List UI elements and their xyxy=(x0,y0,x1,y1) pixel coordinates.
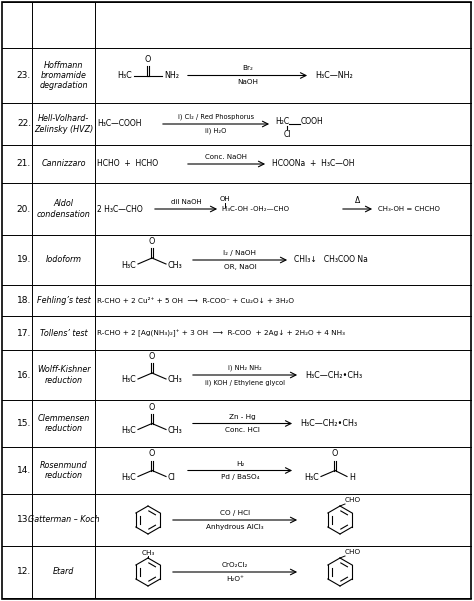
Text: NH₂: NH₂ xyxy=(164,71,179,80)
Text: COOH: COOH xyxy=(301,117,324,126)
Text: R-CHO + 2 Cu²⁺ + 5 OH  ⟶  R-COO⁻ + Cu₂O↓ + 3H₂O: R-CHO + 2 Cu²⁺ + 5 OH ⟶ R-COO⁻ + Cu₂O↓ +… xyxy=(97,297,294,304)
Text: Pd / BaSO₄: Pd / BaSO₄ xyxy=(221,475,259,481)
Text: CH₃: CH₃ xyxy=(168,260,183,269)
Text: CH₃: CH₃ xyxy=(168,426,183,435)
Text: H₃C: H₃C xyxy=(304,473,319,482)
Text: H₃C—CH₂•CH₃: H₃C—CH₂•CH₃ xyxy=(300,419,357,428)
Text: NaOH: NaOH xyxy=(237,79,258,85)
Text: Gatterman – Koch: Gatterman – Koch xyxy=(27,516,100,525)
Text: 15.: 15. xyxy=(17,419,31,428)
Text: i) NH₂ NH₂: i) NH₂ NH₂ xyxy=(228,364,262,371)
Text: i) Cl₂ / Red Phosphorus: i) Cl₂ / Red Phosphorus xyxy=(178,114,254,120)
Text: H₃C: H₃C xyxy=(121,260,136,269)
Text: Clemmensen
reduction: Clemmensen reduction xyxy=(37,414,90,433)
Text: O: O xyxy=(149,403,155,412)
Text: I₂ / NaOH: I₂ / NaOH xyxy=(224,250,256,256)
Text: Zn - Hg: Zn - Hg xyxy=(229,413,256,419)
Text: 19.: 19. xyxy=(17,255,31,264)
Text: 13.: 13. xyxy=(17,516,31,525)
Text: Tollens’ test: Tollens’ test xyxy=(40,329,87,338)
Text: OH: OH xyxy=(219,196,230,202)
Text: H₃C—CH₂•CH₃: H₃C—CH₂•CH₃ xyxy=(305,370,362,379)
Text: 20.: 20. xyxy=(17,204,31,213)
Text: Δ: Δ xyxy=(355,196,360,205)
Text: O: O xyxy=(149,450,155,459)
Text: HCHO  +  HCHO: HCHO + HCHO xyxy=(97,159,158,168)
Text: R-CHO + 2 [Ag(NH₃)₂]⁺ + 3 OH  ⟶  R-COO  + 2Ag↓ + 2H₂O + 4 NH₃: R-CHO + 2 [Ag(NH₃)₂]⁺ + 3 OH ⟶ R-COO + 2… xyxy=(97,329,345,337)
Text: 23.: 23. xyxy=(17,71,31,80)
Text: OR, NaOI: OR, NaOI xyxy=(224,264,256,270)
Text: Iodoform: Iodoform xyxy=(46,255,82,264)
Text: H₃C: H₃C xyxy=(121,426,136,435)
Text: H: H xyxy=(349,473,355,482)
Text: Hell-Volhard-
Zelinsky (HVZ): Hell-Volhard- Zelinsky (HVZ) xyxy=(34,114,93,133)
Text: CH₃: CH₃ xyxy=(141,550,155,556)
Text: Br₂: Br₂ xyxy=(242,66,253,72)
Text: 22.: 22. xyxy=(17,120,31,129)
Text: CHO: CHO xyxy=(345,497,361,503)
Text: Wolff-Kishner
reduction: Wolff-Kishner reduction xyxy=(37,365,90,385)
Text: 17.: 17. xyxy=(17,329,31,338)
Text: dil NaOH: dil NaOH xyxy=(171,199,201,205)
Text: O: O xyxy=(149,237,155,246)
Text: Hoffmann
bromamide
degradation: Hoffmann bromamide degradation xyxy=(39,61,88,90)
Text: Conc. HCl: Conc. HCl xyxy=(225,427,260,433)
Text: Rosenmund
reduction: Rosenmund reduction xyxy=(40,461,87,480)
Text: H₃C: H₃C xyxy=(117,71,132,80)
Text: CHO: CHO xyxy=(345,549,361,555)
Text: O: O xyxy=(149,352,155,361)
Text: Cl: Cl xyxy=(283,130,291,139)
Text: CH₃: CH₃ xyxy=(168,376,183,385)
Text: H₂O⁺: H₂O⁺ xyxy=(226,576,244,582)
Text: 21.: 21. xyxy=(17,159,31,168)
Text: O: O xyxy=(145,55,151,64)
Text: Etard: Etard xyxy=(53,567,74,576)
Text: H₂: H₂ xyxy=(236,460,244,466)
Text: H₂C: H₂C xyxy=(275,117,289,126)
Text: Fehling’s test: Fehling’s test xyxy=(36,296,91,305)
Text: H₃C—NH₂: H₃C—NH₂ xyxy=(315,71,353,80)
Text: H₃C: H₃C xyxy=(121,473,136,482)
Text: ii) H₂O: ii) H₂O xyxy=(205,128,227,135)
Text: Cannizzaro: Cannizzaro xyxy=(41,159,86,168)
Text: CH₃-OH = CHCHO: CH₃-OH = CHCHO xyxy=(378,206,440,212)
Text: CO / HCl: CO / HCl xyxy=(220,510,250,516)
Text: CHI₃↓   CH₃COO Na: CHI₃↓ CH₃COO Na xyxy=(294,255,368,264)
Text: 14.: 14. xyxy=(17,466,31,475)
Text: CrO₂Cl₂: CrO₂Cl₂ xyxy=(222,562,248,568)
Text: Aldol
condensation: Aldol condensation xyxy=(36,200,91,219)
Text: HCOONa  +  H₃C—OH: HCOONa + H₃C—OH xyxy=(272,159,355,168)
Text: H₃C: H₃C xyxy=(121,376,136,385)
Text: 16.: 16. xyxy=(17,370,31,379)
Text: 12.: 12. xyxy=(17,567,31,576)
Text: H₃C—COOH: H₃C—COOH xyxy=(97,120,142,129)
Text: 2 H₃C—CHO: 2 H₃C—CHO xyxy=(97,204,143,213)
Text: ii) KOH / Ethylene glycol: ii) KOH / Ethylene glycol xyxy=(205,379,285,385)
Text: 18.: 18. xyxy=(17,296,31,305)
Text: O: O xyxy=(332,450,338,459)
Text: Cl: Cl xyxy=(168,473,176,482)
Text: Conc. NaOH: Conc. NaOH xyxy=(206,154,247,160)
Text: Anhydrous AlCl₃: Anhydrous AlCl₃ xyxy=(206,524,264,530)
Text: H₃C-OH -OH₂—CHO: H₃C-OH -OH₂—CHO xyxy=(222,206,289,212)
